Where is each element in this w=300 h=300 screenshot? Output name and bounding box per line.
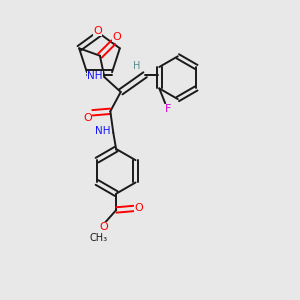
Text: NH: NH	[87, 70, 103, 81]
Text: O: O	[83, 113, 92, 123]
Text: O: O	[134, 202, 143, 213]
Text: H: H	[133, 61, 140, 71]
Text: NH: NH	[95, 126, 111, 136]
Text: O: O	[99, 222, 108, 232]
Text: F: F	[164, 103, 171, 114]
Text: O: O	[94, 26, 102, 35]
Text: O: O	[112, 32, 121, 42]
Text: CH₃: CH₃	[89, 232, 107, 243]
